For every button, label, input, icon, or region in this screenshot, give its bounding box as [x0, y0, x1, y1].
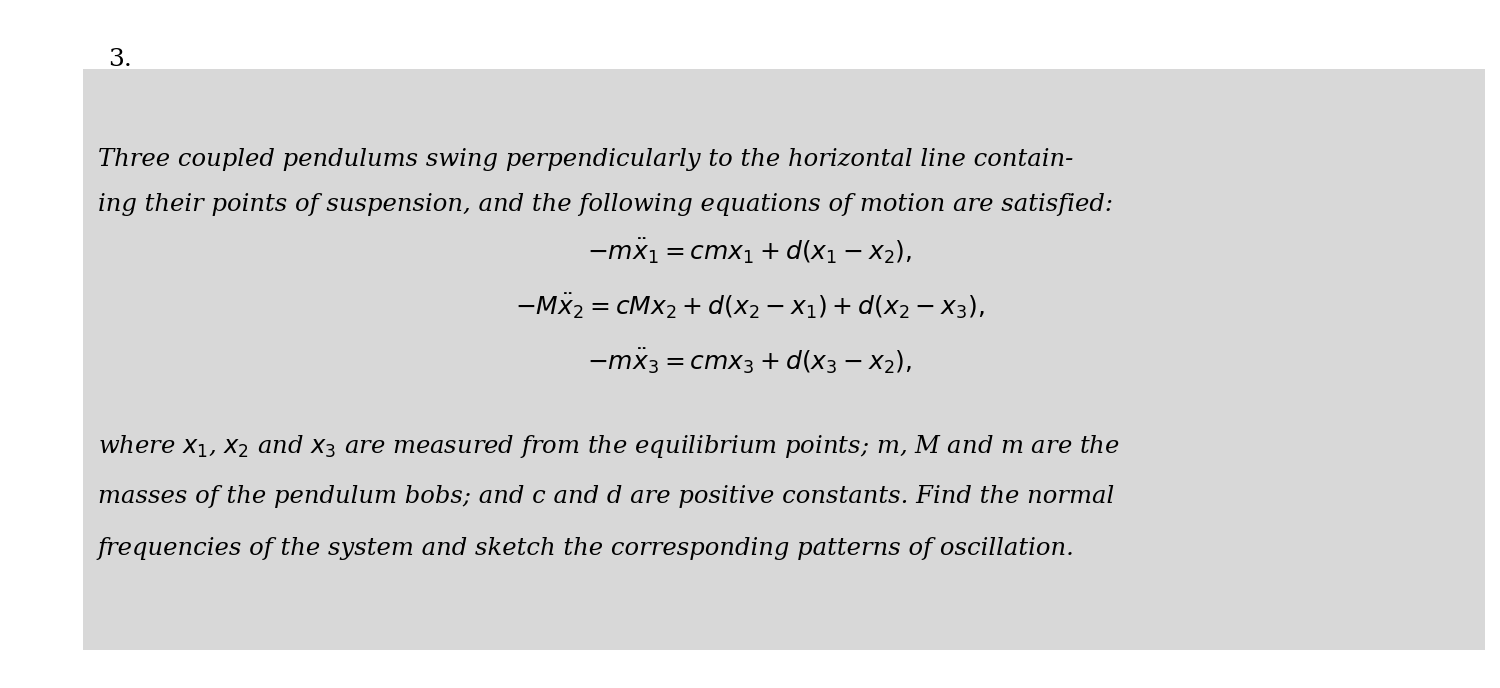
Text: 3.: 3. [108, 48, 132, 71]
Text: $-m\ddot{x}_1 = cmx_1 + d(x_1 - x_2),$: $-m\ddot{x}_1 = cmx_1 + d(x_1 - x_2),$ [588, 237, 912, 266]
Text: ing their points of suspension, and the following equations of motion are satisf: ing their points of suspension, and the … [98, 193, 1113, 215]
Text: masses of the pendulum bobs; and c and d are positive constants. Find the normal: masses of the pendulum bobs; and c and d… [98, 485, 1113, 508]
Text: where $x_1$, $x_2$ and $x_3$ are measured from the equilibrium points; m, M and : where $x_1$, $x_2$ and $x_3$ are measure… [98, 433, 1119, 460]
Text: $-M\ddot{x}_2 = cMx_2 + d(x_2 - x_1) + d(x_2 - x_3),$: $-M\ddot{x}_2 = cMx_2 + d(x_2 - x_1) + d… [514, 292, 986, 321]
Text: $-m\ddot{x}_3 = cmx_3 + d(x_3 - x_2),$: $-m\ddot{x}_3 = cmx_3 + d(x_3 - x_2),$ [588, 347, 912, 376]
Text: Three coupled pendulums swing perpendicularly to the horizontal line contain-: Three coupled pendulums swing perpendicu… [98, 148, 1072, 171]
FancyBboxPatch shape [82, 69, 1485, 650]
Text: frequencies of the system and sketch the corresponding patterns of oscillation.: frequencies of the system and sketch the… [98, 537, 1074, 559]
